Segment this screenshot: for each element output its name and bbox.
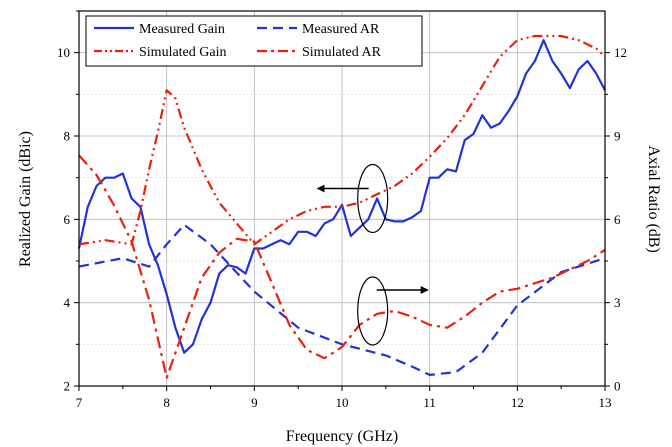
series-line-simulated-gain (78, 34, 606, 246)
y-right-tick-label: 0 (614, 379, 621, 394)
legend-label-simulated-ar: Simulated AR (302, 45, 382, 60)
x-tick-label: 11 (423, 395, 436, 410)
y-left-tick-label: 8 (64, 129, 71, 144)
legend-box (85, 15, 423, 67)
series-layer (77, 34, 606, 379)
y-right-tick-label: 6 (614, 212, 621, 227)
ticks: 7 8 9 10 11 12 13 2 4 6 8 10 0 3 6 9 12 (57, 10, 627, 410)
y-left-tick-label: 6 (64, 212, 71, 227)
x-tick-label: 7 (76, 395, 83, 410)
y-left-tick-label: 10 (57, 45, 70, 60)
x-tick-label: 12 (511, 395, 524, 410)
legend-label-measured-gain: Measured Gain (139, 22, 225, 37)
y-right-tick-label: 3 (614, 295, 621, 310)
x-tick-label: 9 (251, 395, 258, 410)
series-line-measured-ar (78, 223, 606, 376)
annotation-ellipse (357, 163, 389, 234)
y-axis-left-title: Realized Gain (dBic) (17, 131, 34, 267)
legend-label-measured-ar: Measured AR (302, 22, 380, 37)
legend-label-simulated-gain: Simulated Gain (139, 45, 227, 60)
y-left-tick-label: 4 (64, 295, 71, 310)
annotation-ellipse (357, 276, 389, 346)
x-tick-label: 10 (336, 395, 349, 410)
y-axis-right-title: Axial Ratio (dB) (645, 145, 662, 253)
x-axis-title: Frequency (GHz) (286, 428, 398, 445)
x-tick-label: 8 (163, 395, 170, 410)
annotations (316, 163, 429, 346)
series-line-measured-gain (77, 39, 606, 354)
y-right-tick-label: 12 (614, 45, 627, 60)
legend: Measured Gain Measured AR Simulated Gain Si… (85, 15, 423, 67)
y-right-tick-label: 9 (614, 129, 621, 144)
y-left-tick-label: 2 (64, 379, 71, 394)
x-tick-label: 13 (599, 395, 612, 410)
series-line-simulated-ar (78, 154, 606, 379)
